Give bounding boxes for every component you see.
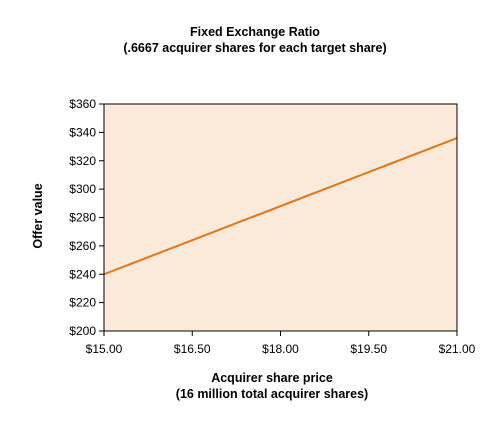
x-tick-label: $19.50 [350,342,387,356]
y-tick-label: $360 [69,97,96,111]
y-tick-label: $340 [69,125,96,139]
chart-subtitle: (.6667 acquirer shares for each target s… [123,41,386,55]
series-group [103,137,458,276]
y-tick-label: $280 [69,211,96,225]
plot-frame [103,103,458,332]
y-tick-label: $320 [69,154,96,168]
x-tick-label: $15.00 [86,342,123,356]
y-tick-label: $220 [69,296,96,310]
y-axis-label: Offer value [31,183,45,248]
x-axis-label: Acquirer share price [211,371,333,385]
y-tick-label: $240 [69,267,96,281]
plot-area [104,104,457,331]
y-tick-label: $200 [69,324,96,338]
x-axis-label-sub: (16 million total acquirer shares) [176,387,368,401]
chart-title: Fixed Exchange Ratio [190,25,320,39]
x-tick-label: $16.50 [174,342,211,356]
x-tick-label: $18.00 [262,342,299,356]
x-axis: $15.00 $16.50 $18.00 $19.50 $21.00 [86,331,476,356]
y-tick-label: $260 [69,239,96,253]
offer-value-line [103,137,458,276]
y-axis: $200 $220 $240 $260 $280 $300 $320 $340 $360 [69,97,104,338]
x-tick-label: $21.00 [439,342,476,356]
y-tick-label: $300 [69,182,96,196]
